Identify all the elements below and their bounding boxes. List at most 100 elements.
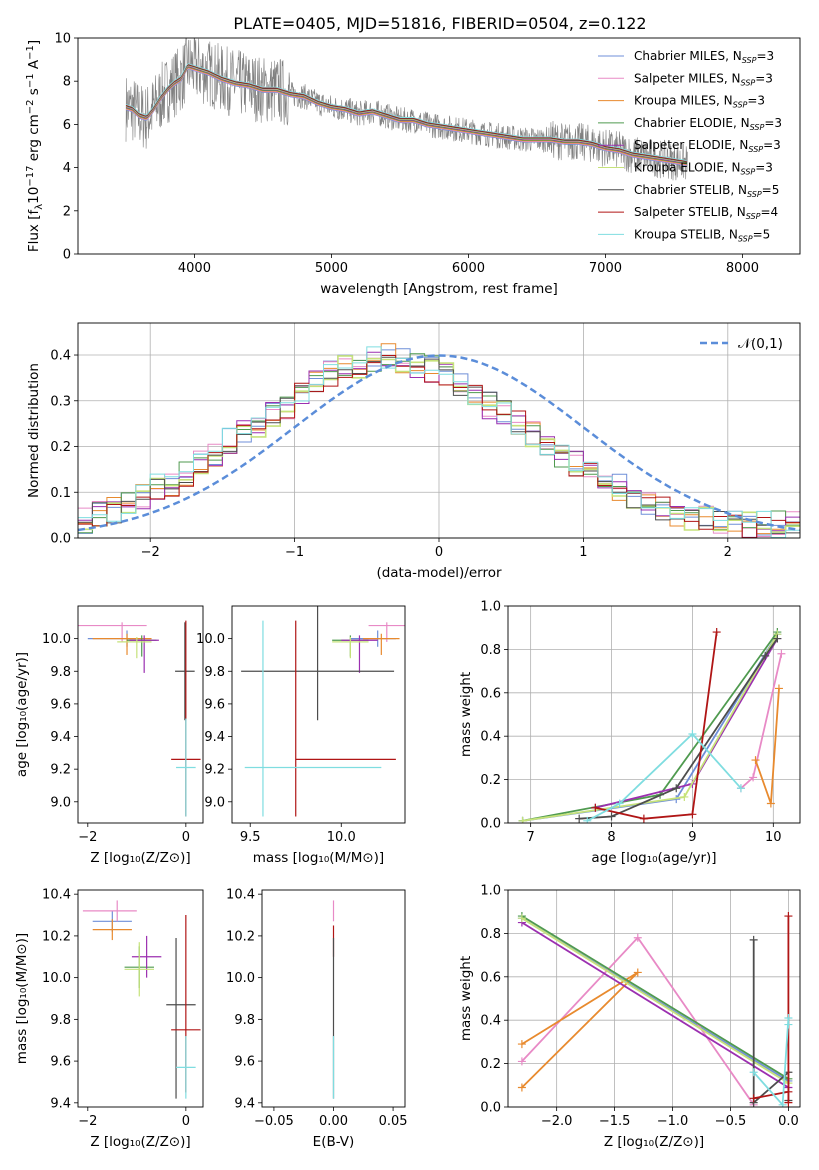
weight-marker — [749, 935, 758, 944]
weight-line — [521, 915, 789, 1080]
weight-line — [754, 688, 780, 804]
weight-marker — [688, 730, 697, 739]
weight-line — [521, 971, 639, 1089]
age-vs-Z-ylabel: age [log₁₀(age/yr)] — [14, 652, 30, 777]
y-tick-label: 9.2 — [204, 763, 225, 778]
weight-line — [522, 633, 779, 822]
legend-entry: Chabrier ELODIE, NSSP=3 — [634, 116, 782, 132]
age-vs-Z-xlabel: Z [log₁₀(Z/Z⊙)] — [90, 850, 190, 866]
y-tick-label: 9.6 — [234, 1055, 255, 1070]
weight-marker — [680, 792, 689, 801]
weight-marker — [591, 803, 600, 812]
y-tick-label: 9.8 — [50, 665, 71, 680]
x-tick-label: 7 — [527, 830, 535, 845]
y-tick-label: 10.0 — [42, 632, 71, 647]
y-tick-label: 9.4 — [204, 730, 225, 745]
x-tick-label: 10 — [765, 830, 782, 845]
model-line — [125, 63, 687, 162]
weight-marker — [784, 1098, 793, 1107]
weight-marker — [688, 810, 697, 819]
model-line — [125, 66, 687, 165]
weight-marker — [784, 912, 793, 921]
weight-line — [521, 917, 789, 1084]
legend-entry: Kroupa STELIB, NSSP=5 — [634, 227, 770, 243]
age-vs-mass-xlabel: mass [log₁₀(M/M⊙)] — [253, 850, 384, 866]
y-tick-label: 10.0 — [42, 971, 71, 986]
x-tick-label: 0.0 — [778, 1114, 799, 1129]
weight-marker — [778, 1100, 787, 1107]
y-tick-label: 0.8 — [480, 643, 501, 658]
age-vs-mass-frame — [231, 605, 406, 824]
y-tick-label: 1.0 — [480, 600, 501, 615]
y-tick-label: 0.2 — [50, 440, 71, 455]
mass-vs-Z-frame — [77, 889, 204, 1108]
mass-vs-ebv-axes — [258, 893, 394, 1111]
residuals-ylabel: Normed distribution — [26, 363, 42, 498]
y-tick-label: 0.0 — [480, 1101, 501, 1116]
x-tick-label: 8 — [607, 830, 615, 845]
legend-entry: Salpeter MILES, NSSP=3 — [634, 71, 773, 87]
y-tick-label: 10.2 — [226, 929, 255, 944]
y-tick-label: 4 — [63, 161, 71, 176]
x-tick-label: 9.5 — [240, 830, 261, 845]
y-tick-label: 0 — [63, 248, 71, 263]
y-tick-label: 9.4 — [50, 1096, 71, 1111]
weight-line — [753, 916, 790, 1103]
y-tick-label: 10.0 — [226, 971, 255, 986]
y-tick-label: 0.0 — [50, 532, 71, 547]
weight-vs-age-ylabel: mass weight — [458, 672, 474, 757]
legend-entry: Kroupa MILES, NSSP=3 — [634, 94, 765, 110]
legend-entry: Chabrier MILES, NSSP=3 — [634, 49, 774, 65]
legend-entry: Kroupa ELODIE, NSSP=3 — [634, 161, 773, 177]
weight-line — [586, 732, 742, 822]
y-tick-label: 9.4 — [234, 1096, 255, 1111]
x-tick-label: −2 — [78, 1114, 97, 1129]
weight-marker — [583, 816, 592, 823]
x-tick-label: −1 — [285, 545, 304, 560]
mass-vs-ebv-frame — [261, 889, 406, 1108]
weight-line — [522, 633, 779, 822]
x-tick-label: −2.0 — [541, 1114, 573, 1129]
y-tick-label: 10.4 — [226, 888, 255, 903]
weight-vs-Z-frame — [507, 889, 801, 1108]
weight-marker — [517, 1040, 526, 1049]
y-tick-label: 9.4 — [50, 730, 71, 745]
x-tick-label: 2 — [724, 545, 732, 560]
weight-marker — [749, 1068, 758, 1077]
legend-entry: Salpeter ELODIE, NSSP=3 — [634, 138, 781, 154]
y-tick-label: 9.8 — [50, 1013, 71, 1028]
x-tick-label: 1 — [579, 545, 587, 560]
y-tick-label: 0.2 — [480, 1057, 501, 1072]
y-tick-label: 6 — [63, 118, 71, 133]
age-vs-Z-axes — [74, 638, 187, 827]
legend-entry: 𝒩(0,1) — [738, 336, 783, 352]
x-tick-label: 0 — [182, 830, 190, 845]
y-tick-label: 0.2 — [480, 773, 501, 788]
x-tick-label: −2 — [141, 545, 160, 560]
residual-histogram — [78, 346, 800, 538]
mass-vs-Z-ylabel: mass [log₁₀(M/M⊙)] — [14, 933, 30, 1064]
weight-marker — [575, 814, 584, 823]
weight-line — [595, 631, 718, 820]
y-tick-label: 9.0 — [50, 795, 71, 810]
weight-marker — [633, 933, 642, 942]
weight-vs-Z-ylabel: mass weight — [458, 956, 474, 1041]
x-tick-label: 6000 — [452, 261, 485, 276]
x-tick-label: 4000 — [178, 261, 211, 276]
y-tick-label: 2 — [63, 204, 71, 219]
weight-marker — [736, 784, 745, 793]
x-tick-label: −1.0 — [657, 1114, 689, 1129]
spectrum-axes — [74, 37, 743, 258]
x-tick-label: 0.00 — [319, 1114, 348, 1129]
weight-marker — [773, 634, 782, 643]
spectrum-frame — [77, 37, 801, 255]
x-tick-label: 7000 — [589, 261, 622, 276]
y-tick-label: 0.0 — [480, 817, 501, 832]
y-tick-label: 0.1 — [50, 486, 71, 501]
weight-line — [522, 631, 779, 822]
model-line — [125, 65, 687, 164]
mass-vs-ebv-xlabel: E(B-V) — [313, 1134, 355, 1150]
y-tick-label: 10 — [54, 32, 71, 47]
legend-entry: Salpeter STELIB, NSSP=4 — [634, 205, 778, 221]
weight-marker — [615, 799, 624, 808]
